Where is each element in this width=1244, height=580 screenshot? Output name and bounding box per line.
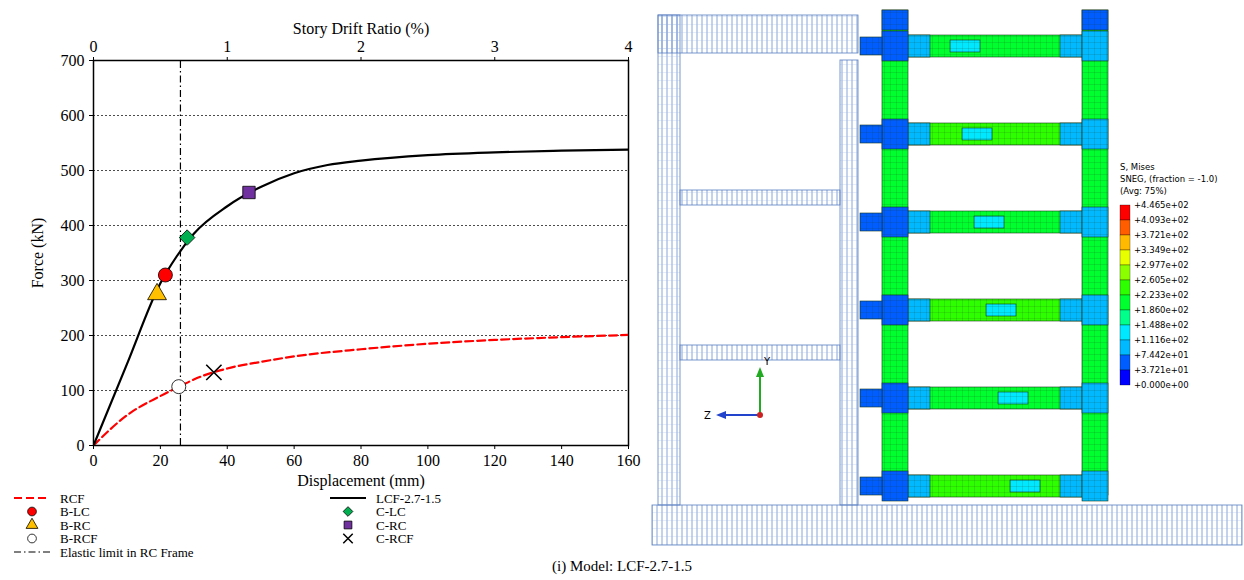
svg-text:+1.860e+02: +1.860e+02 [1134, 305, 1189, 315]
svg-text:0: 0 [77, 437, 85, 454]
svg-text:+2.233e+02: +2.233e+02 [1134, 290, 1189, 300]
svg-text:+1.116e+02: +1.116e+02 [1134, 335, 1189, 345]
svg-text:Z: Z [704, 410, 711, 421]
svg-text:C-RC: C-RC [376, 517, 407, 533]
svg-text:Story Drift Ratio (%): Story Drift Ratio (%) [293, 20, 429, 38]
svg-text:300: 300 [61, 272, 85, 289]
svg-text:RCF: RCF [60, 490, 85, 506]
svg-text:+2.977e+02: +2.977e+02 [1134, 260, 1189, 270]
svg-text:160: 160 [617, 452, 641, 469]
svg-text:400: 400 [61, 217, 85, 234]
svg-text:60: 60 [286, 452, 302, 469]
svg-text:100: 100 [61, 382, 85, 399]
svg-text:B-RC: B-RC [60, 517, 91, 533]
svg-text:S, Mises: S, Mises [1120, 162, 1155, 172]
svg-text:80: 80 [353, 452, 369, 469]
svg-text:120: 120 [483, 452, 507, 469]
svg-text:Force (kN): Force (kN) [29, 218, 47, 289]
svg-text:600: 600 [61, 107, 85, 124]
svg-text:1: 1 [223, 38, 231, 55]
svg-text:Elastic limit in RC Frame: Elastic limit in RC Frame [60, 545, 194, 560]
svg-text:4: 4 [625, 38, 633, 55]
svg-text:+3.721e+02: +3.721e+02 [1134, 230, 1189, 240]
svg-text:C-LC: C-LC [376, 504, 406, 519]
svg-text:(Avg: 75%): (Avg: 75%) [1120, 186, 1167, 196]
svg-text:0: 0 [90, 452, 98, 469]
svg-text:+3.349e+02: +3.349e+02 [1134, 245, 1189, 255]
svg-text:500: 500 [61, 162, 85, 179]
svg-text:Displacement (mm): Displacement (mm) [297, 472, 425, 490]
svg-text:3: 3 [491, 38, 499, 55]
svg-text:Y: Y [763, 356, 771, 367]
svg-text:+0.000e+00: +0.000e+00 [1134, 380, 1189, 390]
svg-text:+3.721e+01: +3.721e+01 [1134, 365, 1189, 375]
svg-text:B-LC: B-LC [60, 504, 90, 519]
svg-text:+2.605e+02: +2.605e+02 [1134, 275, 1189, 285]
svg-text:B-RCF: B-RCF [60, 531, 98, 546]
svg-text:140: 140 [550, 452, 574, 469]
svg-text:LCF-2.7-1.5: LCF-2.7-1.5 [376, 490, 441, 506]
svg-text:2: 2 [357, 38, 365, 55]
svg-text:C-RCF: C-RCF [376, 531, 414, 546]
svg-text:20: 20 [152, 452, 168, 469]
svg-text:+7.442e+01: +7.442e+01 [1134, 350, 1189, 360]
svg-text:0: 0 [90, 38, 98, 55]
svg-text:200: 200 [61, 327, 85, 344]
svg-text:+4.093e+02: +4.093e+02 [1134, 215, 1189, 225]
svg-text:100: 100 [416, 452, 440, 469]
svg-text:700: 700 [61, 52, 85, 69]
svg-text:+4.465e+02: +4.465e+02 [1134, 200, 1189, 210]
svg-text:SNEG, (fraction = -1.0): SNEG, (fraction = -1.0) [1120, 174, 1218, 184]
html-text:(i) Model: LCF-2.7-1.5: (i) Model: LCF-2.7-1.5 [552, 558, 692, 574]
svg-text:40: 40 [219, 452, 235, 469]
svg-text:+1.488e+02: +1.488e+02 [1134, 320, 1189, 330]
